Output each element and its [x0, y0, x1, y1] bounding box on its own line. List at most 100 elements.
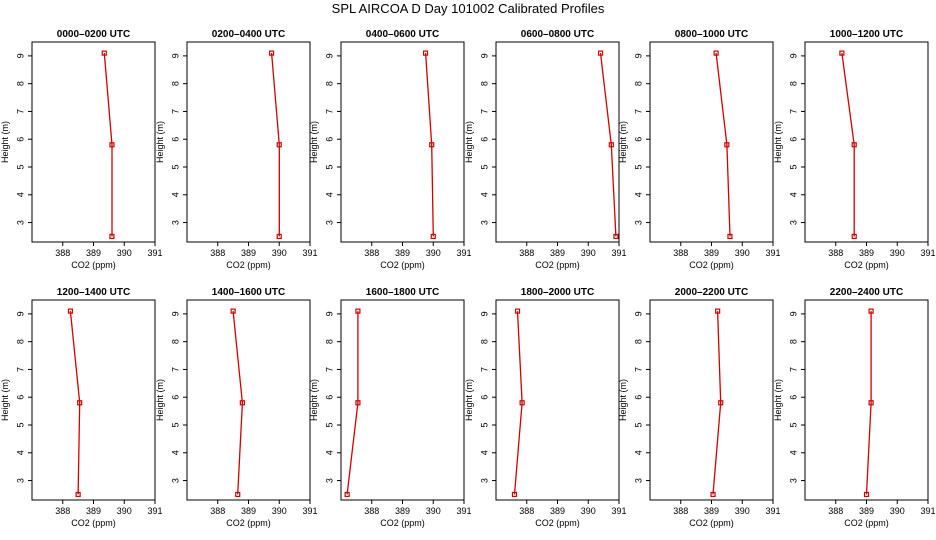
- x-tick-label: 390: [117, 506, 132, 516]
- y-axis-label: Height (m): [155, 121, 165, 163]
- y-tick-label: 3: [788, 220, 798, 225]
- y-tick-label: 8: [788, 339, 798, 344]
- y-tick-label: 6: [479, 137, 489, 142]
- x-tick-label: 390: [890, 248, 905, 258]
- plot-frame: [495, 299, 620, 501]
- y-tick-label: 6: [633, 137, 643, 142]
- data-point: [276, 142, 282, 148]
- x-tick-label: 391: [920, 248, 935, 258]
- x-tick-label: 391: [302, 506, 317, 516]
- x-tick-label: 391: [456, 506, 471, 516]
- data-point: [239, 400, 245, 406]
- data-point: [344, 491, 350, 498]
- y-tick-label: 5: [170, 164, 180, 169]
- y-axis-label: Height (m): [155, 379, 165, 421]
- data-point: [519, 400, 525, 406]
- x-tick-label: 390: [735, 248, 750, 258]
- series-line: [103, 53, 113, 237]
- plot-frame: [804, 299, 929, 501]
- panel-12: 2200–2400 UTC 388 389 390 391 3 4 5 6 7 8 9 CO2 (ppm…: [773, 287, 936, 528]
- y-tick-label: 7: [170, 367, 180, 372]
- y-tick-label: 6: [479, 395, 489, 400]
- y-tick-label: 6: [170, 395, 180, 400]
- data-point: [355, 400, 361, 406]
- y-tick-label: 4: [788, 192, 798, 197]
- y-tick-label: 4: [788, 450, 798, 455]
- data-point: [430, 233, 436, 240]
- series-line: [424, 53, 434, 237]
- data-point: [608, 142, 614, 148]
- y-tick-label: 6: [15, 137, 25, 142]
- y-tick-label: 3: [324, 478, 334, 483]
- series-line: [841, 53, 855, 237]
- data-point: [75, 491, 81, 498]
- y-tick-label: 4: [170, 450, 180, 455]
- panel-title: 0000–0200 UTC: [57, 29, 130, 40]
- y-tick-label: 6: [324, 137, 334, 142]
- series-line: [715, 53, 731, 237]
- y-tick-label: 7: [479, 367, 489, 372]
- y-tick-label: 6: [788, 137, 798, 142]
- y-tick-label: 7: [15, 367, 25, 372]
- x-tick-label: 389: [86, 248, 101, 258]
- y-axis-label: Height (m): [0, 379, 10, 421]
- x-tick-label: 388: [673, 506, 688, 516]
- data-point: [109, 233, 115, 240]
- x-tick-label: 389: [550, 506, 565, 516]
- y-tick-label: 5: [15, 422, 25, 427]
- y-tick-label: 8: [633, 81, 643, 86]
- x-axis-label: CO2 (ppm): [535, 518, 580, 528]
- series-line: [712, 311, 722, 495]
- y-tick-label: 4: [324, 450, 334, 455]
- x-tick-label: 388: [364, 248, 379, 258]
- y-tick-label: 3: [788, 478, 798, 483]
- panel-10: 1800–2000 UTC 388 389 390 391 3 4 5 6 7 8 9 CO2 (ppm…: [464, 287, 627, 528]
- data-point: [77, 400, 83, 406]
- panel-1: 0000–0200 UTC 388 389 390 391 3 4 5 6 7 8 9 CO2 (ppm…: [0, 29, 163, 270]
- data-point: [718, 400, 724, 406]
- data-point: [230, 308, 236, 314]
- x-tick-label: 391: [147, 506, 162, 516]
- data-point: [268, 50, 275, 56]
- y-tick-label: 8: [15, 81, 25, 86]
- plot-frame: [186, 299, 311, 501]
- x-tick-label: 391: [611, 506, 626, 516]
- x-tick-label: 390: [426, 506, 441, 516]
- x-axis-label: CO2 (ppm): [535, 260, 580, 270]
- series-line: [69, 311, 81, 495]
- y-tick-label: 3: [15, 478, 25, 483]
- y-tick-label: 3: [15, 220, 25, 225]
- y-tick-label: 8: [788, 81, 798, 86]
- plot-frame: [31, 299, 156, 501]
- x-axis-label: CO2 (ppm): [226, 518, 271, 528]
- panel-title: 0400–0600 UTC: [366, 29, 439, 40]
- x-tick-label: 389: [550, 248, 565, 258]
- panel-7: 1200–1400 UTC 388 389 390 391 3 4 5 6 7 8 9 CO2 (ppm…: [0, 287, 163, 528]
- y-tick-label: 8: [170, 339, 180, 344]
- x-tick-label: 388: [828, 506, 843, 516]
- data-point: [101, 50, 107, 56]
- x-tick-label: 390: [117, 248, 132, 258]
- y-axis-label: Height (m): [773, 121, 783, 163]
- x-axis-label: CO2 (ppm): [71, 260, 116, 270]
- y-axis-label: Height (m): [464, 379, 474, 421]
- panel-8: 1400–1600 UTC 388 389 390 391 3 4 5 6 7 8 9 CO2 (ppm…: [155, 287, 318, 528]
- data-point: [715, 308, 721, 314]
- plot-frame: [186, 41, 311, 243]
- y-tick-label: 6: [633, 395, 643, 400]
- plot-frame: [495, 41, 620, 243]
- panel-title: 0200–0400 UTC: [212, 29, 285, 40]
- y-tick-label: 7: [170, 109, 180, 114]
- y-tick-label: 8: [324, 339, 334, 344]
- y-axis-label: Height (m): [309, 379, 319, 421]
- x-tick-label: 389: [704, 248, 719, 258]
- y-tick-label: 9: [170, 53, 180, 58]
- y-tick-label: 7: [788, 109, 798, 114]
- data-point: [235, 491, 241, 498]
- y-tick-label: 6: [324, 395, 334, 400]
- x-axis-label: CO2 (ppm): [71, 518, 116, 528]
- y-tick-label: 7: [788, 367, 798, 372]
- x-tick-label: 390: [426, 248, 441, 258]
- y-tick-label: 9: [479, 311, 489, 316]
- data-point: [613, 233, 619, 240]
